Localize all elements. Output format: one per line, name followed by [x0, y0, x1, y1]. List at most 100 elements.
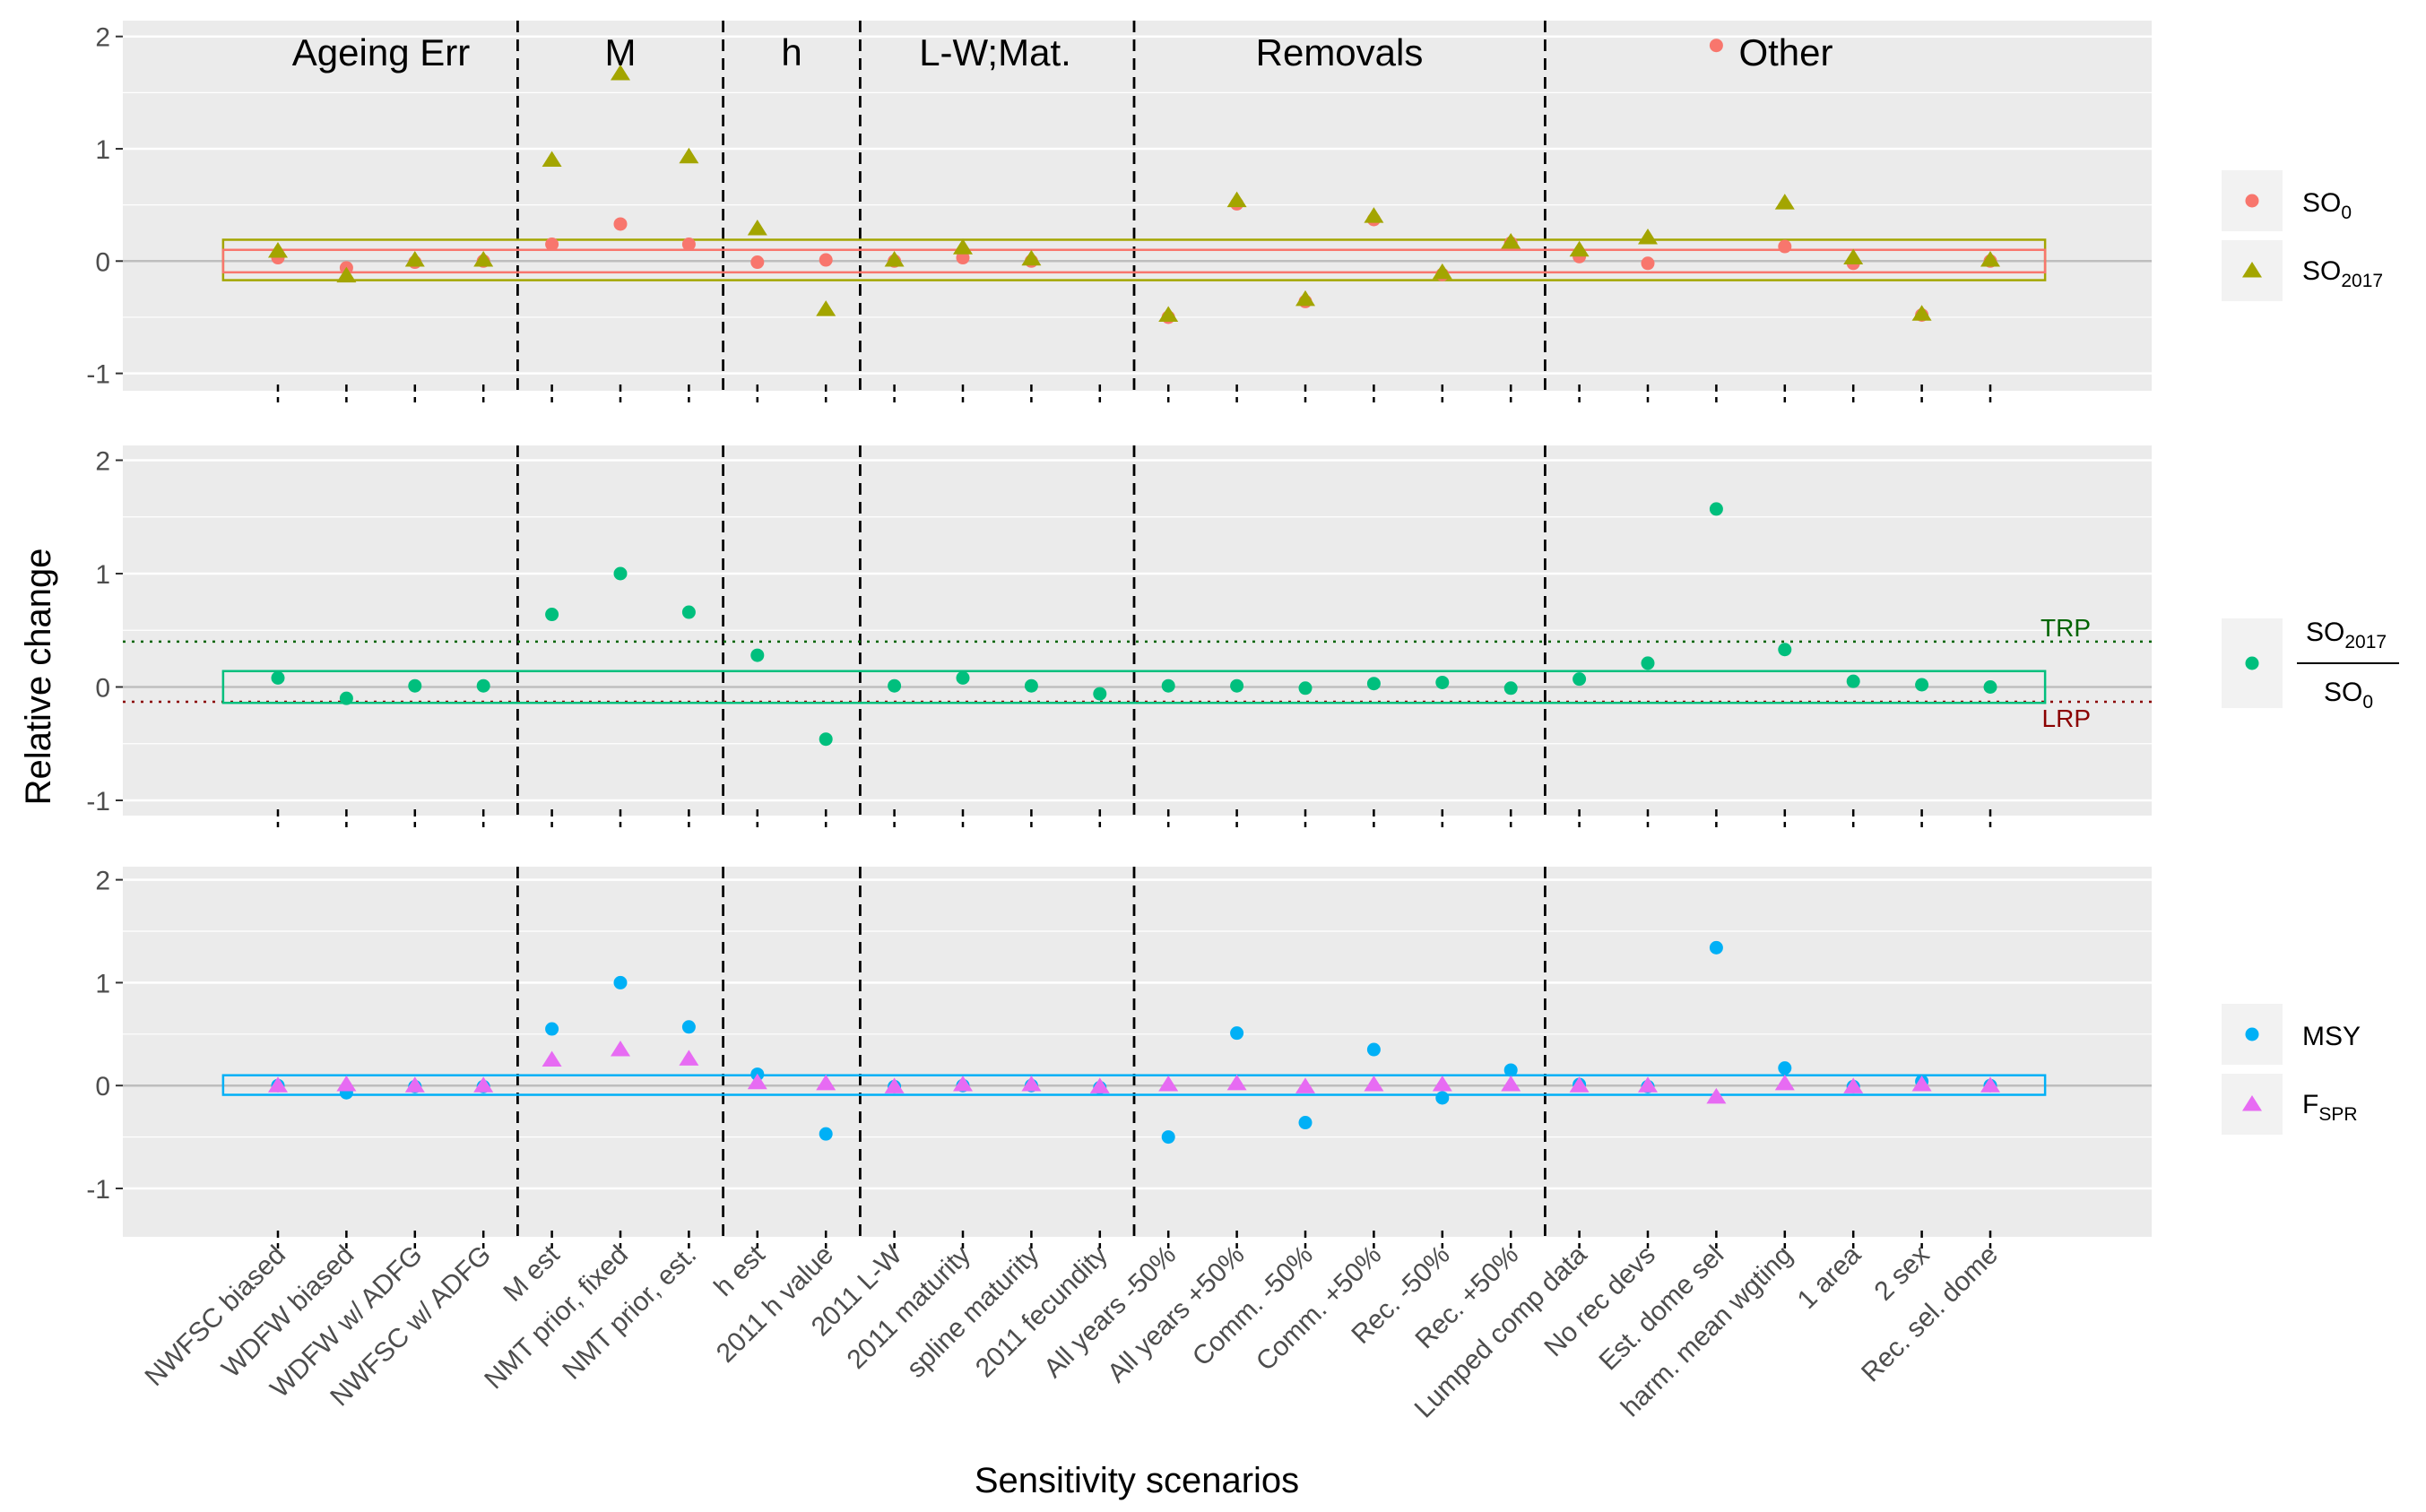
- data-point-triangle: [1226, 191, 1247, 208]
- data-point-circle: [956, 670, 970, 685]
- legend-label: MSY: [2302, 1022, 2361, 1051]
- data-point-triangle: [336, 266, 357, 283]
- data-point-circle: [1093, 687, 1107, 701]
- data-point-triangle: [1501, 1076, 1521, 1092]
- y-tick-label: 2: [95, 23, 110, 53]
- data-point-triangle: [679, 147, 699, 164]
- data-point-triangle: [1569, 240, 1590, 257]
- legends-layer: SO0 SO2017 SO2017 SO0 MSY FSPR: [2222, 170, 2399, 1135]
- data-point-triangle: [884, 251, 905, 267]
- data-point-triangle: [679, 1050, 699, 1066]
- data-point-circle: [1230, 1026, 1244, 1041]
- y-tick-label: -1: [86, 787, 110, 816]
- data-point-circle: [1915, 678, 1929, 692]
- data-point-triangle: [542, 1050, 562, 1067]
- data-point-circle: [681, 1020, 696, 1034]
- tolerance-band: [221, 248, 2047, 274]
- x-axis-title: Sensitivity scenarios: [975, 1461, 1299, 1500]
- data-point-circle: [1298, 681, 1313, 696]
- data-point-triangle: [953, 238, 973, 255]
- data-point-circle: [681, 605, 696, 619]
- y-tick-label: 0: [95, 1072, 110, 1102]
- data-point-triangle: [404, 251, 425, 267]
- data-point-triangle: [1638, 1076, 1658, 1093]
- data-point-triangle: [1158, 306, 1179, 322]
- data-point-circle: [1983, 680, 1997, 694]
- y-tick-label: 1: [95, 560, 110, 590]
- legend-label-numerator: SO2017: [2306, 618, 2387, 652]
- data-point-triangle: [1843, 248, 1864, 265]
- group-label: Removals: [1256, 31, 1424, 73]
- y-tick-label: 0: [95, 674, 110, 704]
- data-point-circle: [1161, 678, 1175, 693]
- data-point-circle: [1366, 677, 1381, 691]
- data-point-triangle: [1089, 1077, 1110, 1093]
- data-point-triangle: [1158, 1076, 1179, 1092]
- legend-label: FSPR: [2302, 1090, 2358, 1125]
- data-point-circle: [545, 608, 559, 622]
- panel-background: [123, 21, 2152, 391]
- panel-2: -1 0 1 2 TRP LRP: [86, 445, 2152, 827]
- data-point-circle: [1846, 674, 1860, 688]
- data-point-circle: [681, 238, 696, 252]
- data-point-circle: [1366, 1042, 1381, 1057]
- data-point-triangle: [1295, 289, 1315, 307]
- y-tick-label: -1: [86, 360, 110, 390]
- y-tick-label: 1: [95, 969, 110, 998]
- legend-label-denominator: SO0: [2324, 678, 2373, 713]
- data-point-circle: [750, 648, 765, 662]
- data-point-circle: [1503, 681, 1518, 696]
- data-point-circle: [1573, 672, 1587, 687]
- data-point-triangle: [884, 1077, 905, 1093]
- legend-key-circle: [2245, 1027, 2259, 1041]
- data-point-triangle: [473, 1076, 494, 1093]
- data-point-triangle: [1638, 228, 1658, 245]
- data-point-triangle: [953, 1076, 973, 1092]
- data-point-triangle: [404, 1076, 425, 1093]
- data-point-circle: [819, 732, 833, 747]
- data-point-triangle: [542, 151, 562, 168]
- y-tick-label: 1: [95, 135, 110, 165]
- data-point-triangle: [1432, 1076, 1452, 1092]
- data-point-triangle: [1911, 305, 1932, 321]
- data-point-triangle: [473, 251, 494, 267]
- data-point-circle: [1024, 678, 1038, 693]
- group-label: L-W;Mat.: [919, 31, 1071, 73]
- data-point-triangle: [1980, 1076, 2000, 1093]
- legend-label: SO2017: [2302, 256, 2383, 291]
- data-point-circle: [956, 251, 970, 265]
- data-point-circle: [1709, 940, 1723, 955]
- data-point-triangle: [816, 1074, 836, 1091]
- y-tick-label: 0: [95, 247, 110, 277]
- data-point-circle: [545, 1022, 559, 1036]
- legend-key-circle: [2245, 194, 2259, 208]
- group-label: Other: [1738, 31, 1832, 73]
- data-point-circle: [1503, 1063, 1518, 1077]
- data-point-triangle: [611, 1041, 630, 1057]
- tolerance-band: [221, 1074, 2047, 1096]
- data-point-circle: [408, 678, 422, 693]
- legend-key-triangle: [2242, 1095, 2262, 1111]
- panel-3: -1 0 1 2: [86, 867, 2152, 1248]
- data-point-circle: [1435, 1091, 1450, 1105]
- data-point-triangle: [1226, 1074, 1247, 1091]
- group-label: M: [605, 31, 637, 73]
- data-point-circle: [1778, 643, 1792, 657]
- data-point-circle: [613, 217, 628, 231]
- data-point-circle: [1161, 1130, 1175, 1145]
- data-point-circle: [819, 253, 833, 267]
- data-point-triangle: [1569, 1076, 1590, 1093]
- data-point-triangle: [1364, 207, 1384, 223]
- data-point-circle: [613, 566, 628, 581]
- data-point-circle: [750, 255, 765, 270]
- data-point-triangle: [1706, 1087, 1727, 1104]
- data-point-circle: [476, 678, 490, 693]
- y-tick-label: -1: [86, 1175, 110, 1205]
- data-point-triangle: [816, 300, 836, 316]
- data-point-circle: [545, 238, 559, 252]
- panel-background: [123, 867, 2152, 1237]
- y-axis-title: Relative change: [19, 549, 58, 806]
- data-point-circle: [1435, 675, 1450, 689]
